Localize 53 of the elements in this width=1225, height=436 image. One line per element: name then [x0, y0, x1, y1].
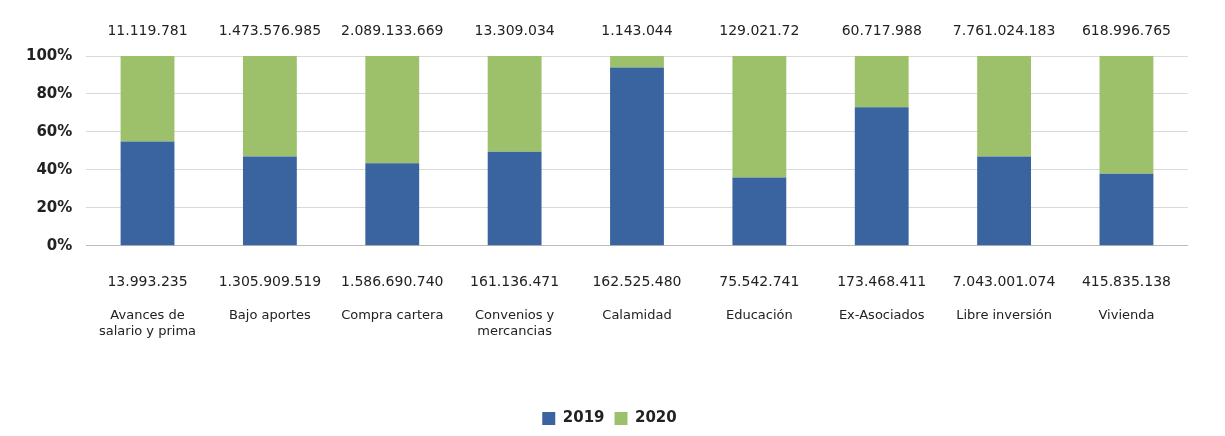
bar [977, 156, 1032, 246]
bar [120, 56, 175, 142]
annotation: 173.468.411 [837, 273, 927, 290]
annotation: 1.473.576.985 [218, 21, 322, 38]
bar [365, 56, 420, 164]
x-tick-label: Bajo aportes [228, 306, 312, 322]
annotation: 2.089.133.669 [341, 21, 444, 38]
legend-label: 2020 [635, 408, 677, 427]
x-tick-label: Ex-Asociados [838, 306, 925, 322]
annotation: 75.542.741 [719, 273, 800, 290]
x-tick-label: Educación [725, 306, 793, 322]
annotation: 162.525.480 [592, 273, 682, 290]
annotation: 13.993.235 [107, 273, 188, 290]
bar [1099, 173, 1154, 246]
annotation: 11.119.781 [107, 21, 188, 38]
annotation: 1.143.044 [601, 21, 673, 38]
annotation: 161.136.471 [470, 273, 560, 290]
bar [610, 67, 664, 246]
y-tick-label: 20% [36, 197, 73, 216]
annotation: 7.043.001.074 [952, 273, 1056, 290]
x-tick-label: Vivienda [1098, 306, 1155, 322]
bar [977, 56, 1032, 157]
bar [120, 141, 175, 246]
bar [610, 56, 664, 68]
x-tick-label: Calamidad [602, 306, 672, 322]
annotation: 1.586.690.740 [341, 273, 444, 290]
legend-label: 2019 [562, 408, 605, 427]
bar [732, 56, 787, 178]
bar [242, 156, 297, 246]
y-tick-label: 80% [36, 83, 73, 102]
annotation: 7.761.024.183 [952, 21, 1056, 38]
bar [854, 107, 909, 246]
x-tick-label: Libre inversión [956, 306, 1052, 322]
bar [854, 56, 909, 108]
annotation: 415.835.138 [1081, 273, 1171, 290]
y-tick-label: 60% [36, 121, 73, 140]
annotation: 618.996.765 [1081, 21, 1171, 38]
bar [365, 163, 420, 246]
x-tick-label: Compra cartera [341, 306, 444, 322]
y-tick-label: 40% [36, 159, 73, 178]
bar [242, 56, 297, 157]
y-tick-label: 100% [26, 45, 73, 64]
bar [1099, 56, 1154, 174]
annotation: 1.305.909.519 [218, 273, 322, 290]
annotation: 13.309.034 [474, 21, 555, 38]
annotation: 129.021.72 [719, 21, 800, 38]
x-tick-label: Convenios y mercancias [474, 306, 555, 338]
bar [487, 56, 542, 152]
x-tick-label: Avances de salario y prima [99, 306, 197, 338]
annotation: 60.717.988 [841, 21, 922, 38]
bar [732, 177, 787, 246]
y-tick-label: 0% [46, 235, 73, 254]
bar [487, 151, 542, 246]
